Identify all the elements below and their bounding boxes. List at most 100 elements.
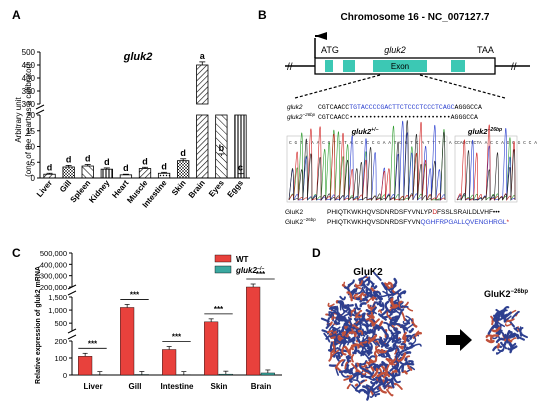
chart-c-sig-label: *** (214, 305, 224, 314)
protein-ribbon (365, 361, 375, 372)
protein-ribbon (410, 335, 417, 346)
protein-ribbon (356, 336, 361, 343)
protein-ribbon (511, 310, 520, 320)
protein-ribbon (343, 375, 353, 381)
protein-ribbon (344, 325, 349, 330)
protein-ribbon (331, 348, 336, 353)
chart-a-ytick-label: 400 (22, 74, 36, 83)
protein-ribbon (393, 307, 402, 311)
chart-a-xtick-label: Liver (35, 179, 54, 199)
panel-label-b: B (258, 8, 267, 22)
chart-a-bar (43, 173, 56, 179)
protein-ribbon (515, 326, 520, 330)
protein-ribbon (393, 322, 397, 326)
protein-ribbon (492, 310, 502, 321)
protein-ribbon (341, 322, 347, 333)
protein-ribbon (362, 317, 370, 327)
protein-ribbon (341, 305, 348, 313)
chart-a-bar (62, 166, 75, 179)
protein-ribbon (375, 345, 380, 355)
protein-ribbon (395, 360, 400, 370)
chart-c-xtick-label: Liver (83, 382, 102, 391)
protein-structure-panel: GluK2 GluK2−26bp (320, 267, 528, 401)
chromatogram-seq-het: C G T C A A C C T G T A C C C C G A A T … (289, 140, 479, 146)
protein-ribbon (359, 362, 367, 371)
chart-a-title: gluk2 (123, 51, 153, 63)
protein-ribbon (516, 336, 525, 341)
protein-ribbon (344, 360, 352, 370)
protein-ribbon (385, 357, 394, 366)
protein-ribbon (365, 291, 373, 298)
protein-ribbon (381, 281, 388, 291)
protein-ribbon (365, 288, 373, 298)
protein-ribbon (341, 331, 346, 337)
protein-ribbon (382, 290, 390, 298)
legend-mut-label: gluk2−/− (235, 266, 264, 275)
exon-block (325, 60, 333, 72)
protein-ribbon (378, 320, 384, 328)
protein-ribbon (378, 300, 383, 308)
protein-ribbon (383, 321, 390, 327)
exon-block (451, 60, 465, 72)
protein-ribbon (404, 334, 413, 340)
protein-ribbon (355, 280, 363, 287)
protein-ribbon (388, 296, 394, 302)
chart-c-ytick-label: 400,000 (40, 260, 67, 269)
protein-ribbon (350, 353, 355, 363)
protein-ribbon (372, 318, 380, 327)
protein-ribbon (404, 370, 408, 375)
chart-c-xtick-label: Brain (251, 382, 272, 391)
chart-a-sig-letter: d (161, 161, 167, 171)
panel-label-d: D (312, 246, 321, 260)
protein-ribbon (495, 348, 504, 355)
chart-a-bar (157, 172, 171, 179)
protein-ribbon (366, 296, 376, 304)
chromosome-break-left: // (287, 62, 293, 73)
protein-ribbon (325, 323, 330, 330)
protein-ribbon (374, 291, 383, 301)
mut-protein-structure (485, 306, 528, 355)
exon-block-main (373, 60, 427, 72)
protein-ribbon (505, 335, 509, 343)
chart-a-xtick-label: Brain (187, 178, 207, 200)
chart-c-xtick-label: Gill (129, 382, 142, 391)
protein-ribbon (485, 338, 495, 344)
protein-ribbon (372, 290, 382, 296)
protein-ribbon (395, 323, 401, 326)
protein-ribbon (323, 332, 331, 343)
protein-ribbon (518, 326, 522, 332)
protein-ribbon (506, 341, 515, 349)
protein-ribbon (397, 348, 408, 358)
chart-c-sig-label: *** (88, 339, 98, 348)
chart-c-bar-wt (162, 349, 177, 376)
protein-ribbon (377, 309, 382, 314)
chart-c-xtick-label: Skin (211, 382, 228, 391)
protein-ribbon (354, 303, 361, 311)
legend-wt-swatch (214, 254, 232, 263)
protein-ribbon (353, 293, 359, 300)
chart-a-ytick-label: 350 (22, 87, 36, 96)
protein-ribbon (393, 327, 402, 334)
chart-a-sig-letter: d (85, 153, 91, 163)
chart-c-xtick-label: Intestine (161, 382, 194, 391)
exon-block (343, 60, 355, 72)
chart-a-ytick-label: 0 (31, 174, 36, 183)
protein-ribbon (399, 361, 409, 366)
chart-a-sig-letter: d (66, 154, 72, 164)
chart-c-bar-mut (260, 372, 275, 376)
chart-a-bar (100, 168, 113, 179)
chart-c-ytick-label: 100 (54, 354, 67, 363)
protein-ribbon (348, 331, 357, 338)
panel-label-c: C (12, 246, 21, 260)
protein-ribbon (335, 334, 343, 345)
het-label: gluk2+/− (351, 127, 379, 136)
chart-a-axis-break (35, 104, 45, 110)
chart-a-bar (234, 114, 247, 179)
protein-ribbon (359, 302, 367, 308)
protein-ribbon (377, 384, 387, 394)
chart-a-ytick-label: 500 (22, 48, 36, 57)
protein-ribbon (380, 302, 385, 311)
chart-c-ytick-label: 500 (54, 319, 67, 328)
protein-ribbon (397, 308, 405, 319)
protein-ribbon (373, 285, 378, 290)
